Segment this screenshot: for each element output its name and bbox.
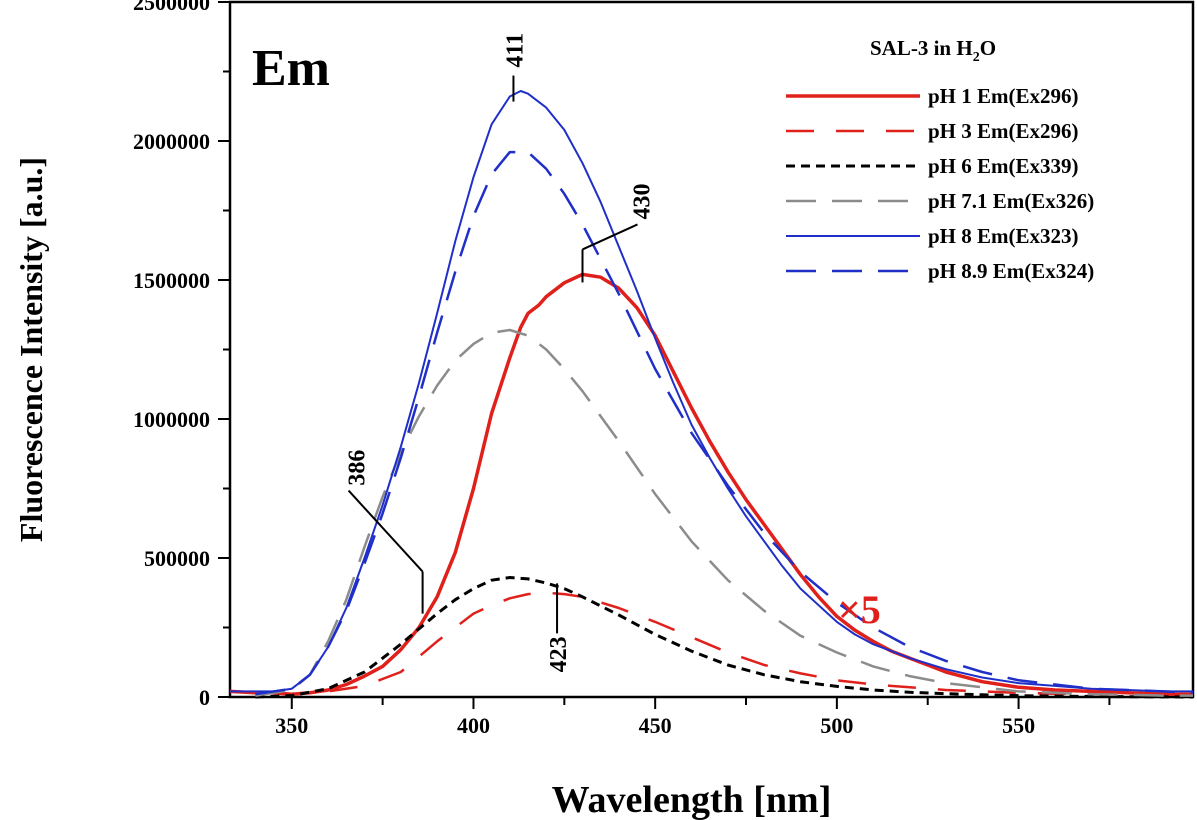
peak-label-386: 386	[345, 450, 371, 486]
legend: SAL-3 in H2O pH 1 Em(Ex296) pH 3 Em(Ex296)…	[786, 36, 1094, 283]
legend-entry-4: pH 7.1 Em(Ex326)	[928, 189, 1094, 213]
y-tick-label: 2000000	[133, 129, 210, 154]
legend-entry-5: pH 8 Em(Ex323)	[928, 224, 1079, 248]
x-tick-label: 550	[1002, 713, 1035, 738]
y-tick-label: 1000000	[133, 407, 210, 432]
series-line-3	[255, 576, 1194, 699]
panel-label: Em	[252, 40, 330, 97]
series-layer	[229, 90, 1194, 699]
peak-label-411: 411	[502, 33, 528, 68]
y-axis-title: Fluorescence Intensity [a.u.]	[13, 157, 49, 542]
peak-label-430: 430	[629, 183, 655, 219]
legend-title: SAL-3 in H2O	[870, 36, 996, 65]
y-tick-label: 2500000	[133, 0, 210, 15]
axes: 350 400 450 500 550 0 500000 1000000 1500000 2000…	[13, 0, 1195, 820]
x-tick-label: 450	[639, 713, 672, 738]
y-tick-label: 1500000	[133, 268, 210, 293]
peak-leader-430	[582, 223, 638, 251]
series-line-2	[229, 591, 1194, 697]
y-tick-label: 500000	[144, 546, 210, 571]
peak-leader-386	[347, 489, 424, 573]
legend-entry-1: pH 1 Em(Ex296)	[928, 84, 1079, 108]
annotations: 411 430 386 423 ×5	[345, 33, 881, 672]
legend-entry-6: pH 8.9 Em(Ex324)	[928, 259, 1094, 283]
x-tick-label: 500	[820, 713, 853, 738]
x-tick-label: 400	[457, 713, 490, 738]
series-line-1	[229, 272, 1193, 696]
x-axis-title: Wavelength [nm]	[552, 779, 832, 820]
y-tick-label: 0	[199, 685, 210, 710]
peak-label-423: 423	[546, 636, 572, 672]
series-line-5	[230, 90, 1193, 693]
legend-entry-2: pH 3 Em(Ex296)	[928, 119, 1079, 143]
series-line-4	[255, 328, 1193, 697]
legend-entry-3: pH 6 Em(Ex339)	[928, 154, 1079, 178]
x-tick-label: 350	[275, 713, 308, 738]
multiplier-label: ×5	[838, 587, 881, 632]
